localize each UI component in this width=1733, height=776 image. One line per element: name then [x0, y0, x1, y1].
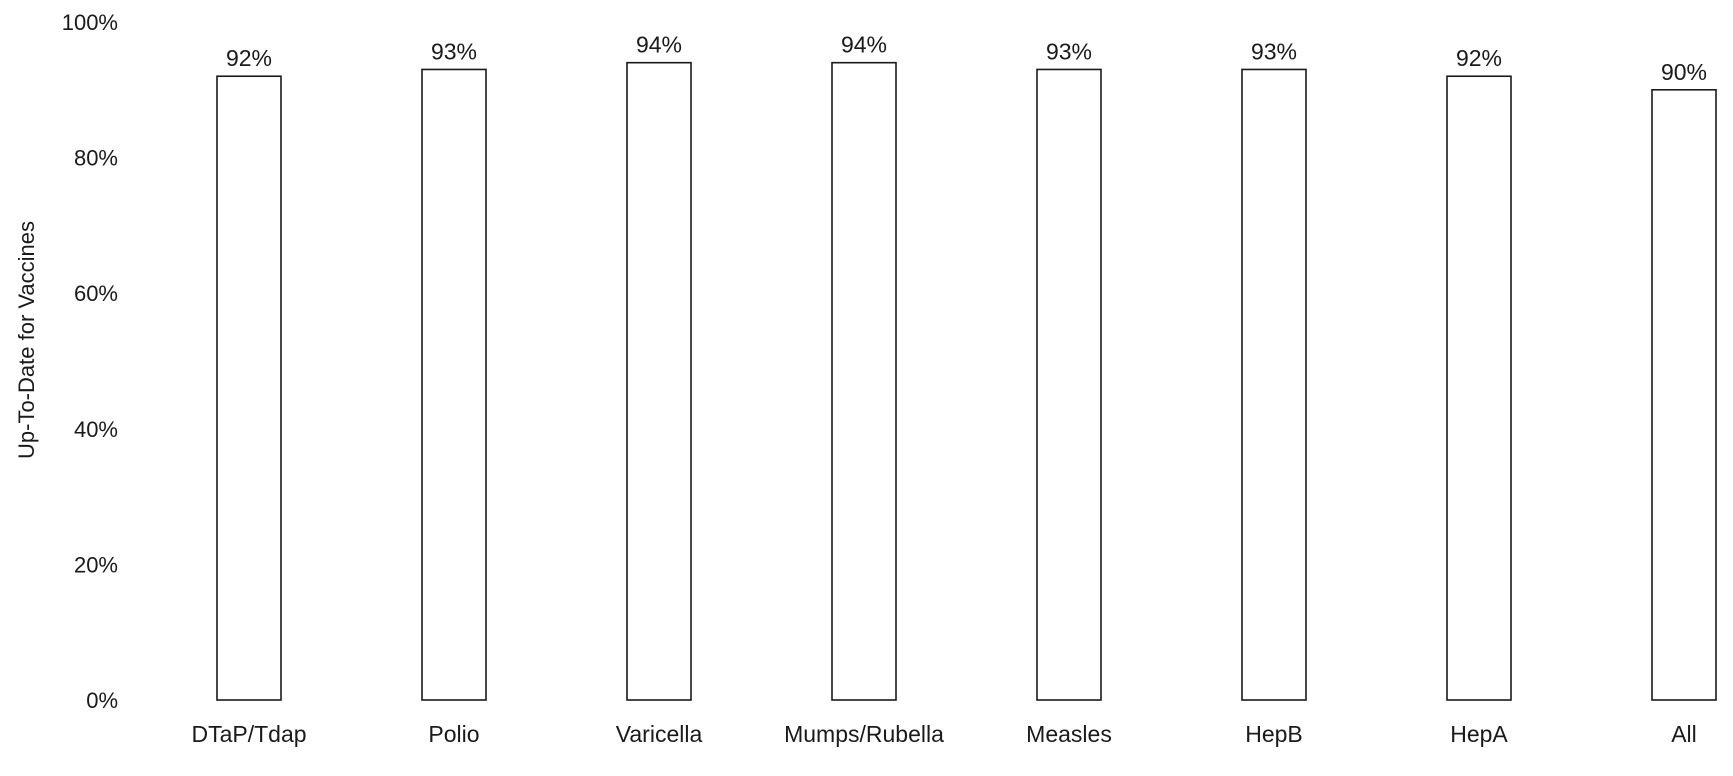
bar-varicella — [626, 61, 692, 701]
y-tick-label-40: 40% — [74, 417, 118, 442]
bar-polio — [421, 68, 487, 701]
category-label-mumps-rubella: Mumps/Rubella — [784, 721, 944, 747]
bars — [216, 61, 1717, 701]
bar-hepb — [1241, 68, 1307, 701]
data-labels: 92% 93% 94% 94% 93% 93% 92% 90% — [226, 32, 1707, 85]
data-label-hepa: 92% — [1456, 45, 1502, 71]
y-tick-label-20: 20% — [74, 552, 118, 577]
category-label-hepb: HepB — [1245, 721, 1303, 747]
bar-measles — [1036, 68, 1102, 701]
bar-all — [1651, 89, 1717, 701]
data-label-hepb: 93% — [1251, 38, 1297, 64]
category-label-varicella: Varicella — [616, 721, 703, 747]
y-tick-label-100: 100% — [62, 10, 118, 35]
y-tick-label-80: 80% — [74, 146, 118, 171]
category-label-measles: Measles — [1026, 721, 1112, 747]
data-label-all: 90% — [1661, 59, 1707, 85]
category-labels: DTaP/Tdap Polio Varicella Mumps/Rubella Meas… — [191, 721, 1696, 747]
bar-dtap-tdap — [216, 75, 282, 701]
category-label-all: All — [1671, 721, 1697, 747]
data-label-varicella: 94% — [636, 32, 682, 58]
bar-mumps-rubella — [831, 61, 897, 701]
y-tick-label-60: 60% — [74, 281, 118, 306]
data-label-measles: 93% — [1046, 38, 1092, 64]
category-label-dtap-tdap: DTaP/Tdap — [191, 721, 306, 747]
y-axis-ticks: 0% 20% 40% 60% 80% 100% — [62, 10, 118, 713]
data-label-dtap-tdap: 92% — [226, 45, 272, 71]
category-label-hepa: HepA — [1450, 721, 1508, 747]
y-tick-label-0: 0% — [86, 688, 118, 713]
y-axis-title-group: Up-To-Date for Vaccines — [14, 221, 39, 459]
data-label-polio: 93% — [431, 38, 477, 64]
data-label-mumps-rubella: 94% — [841, 32, 887, 58]
category-label-polio: Polio — [428, 721, 479, 747]
bar-hepa — [1446, 75, 1512, 701]
y-axis-title: Up-To-Date for Vaccines — [14, 221, 39, 459]
